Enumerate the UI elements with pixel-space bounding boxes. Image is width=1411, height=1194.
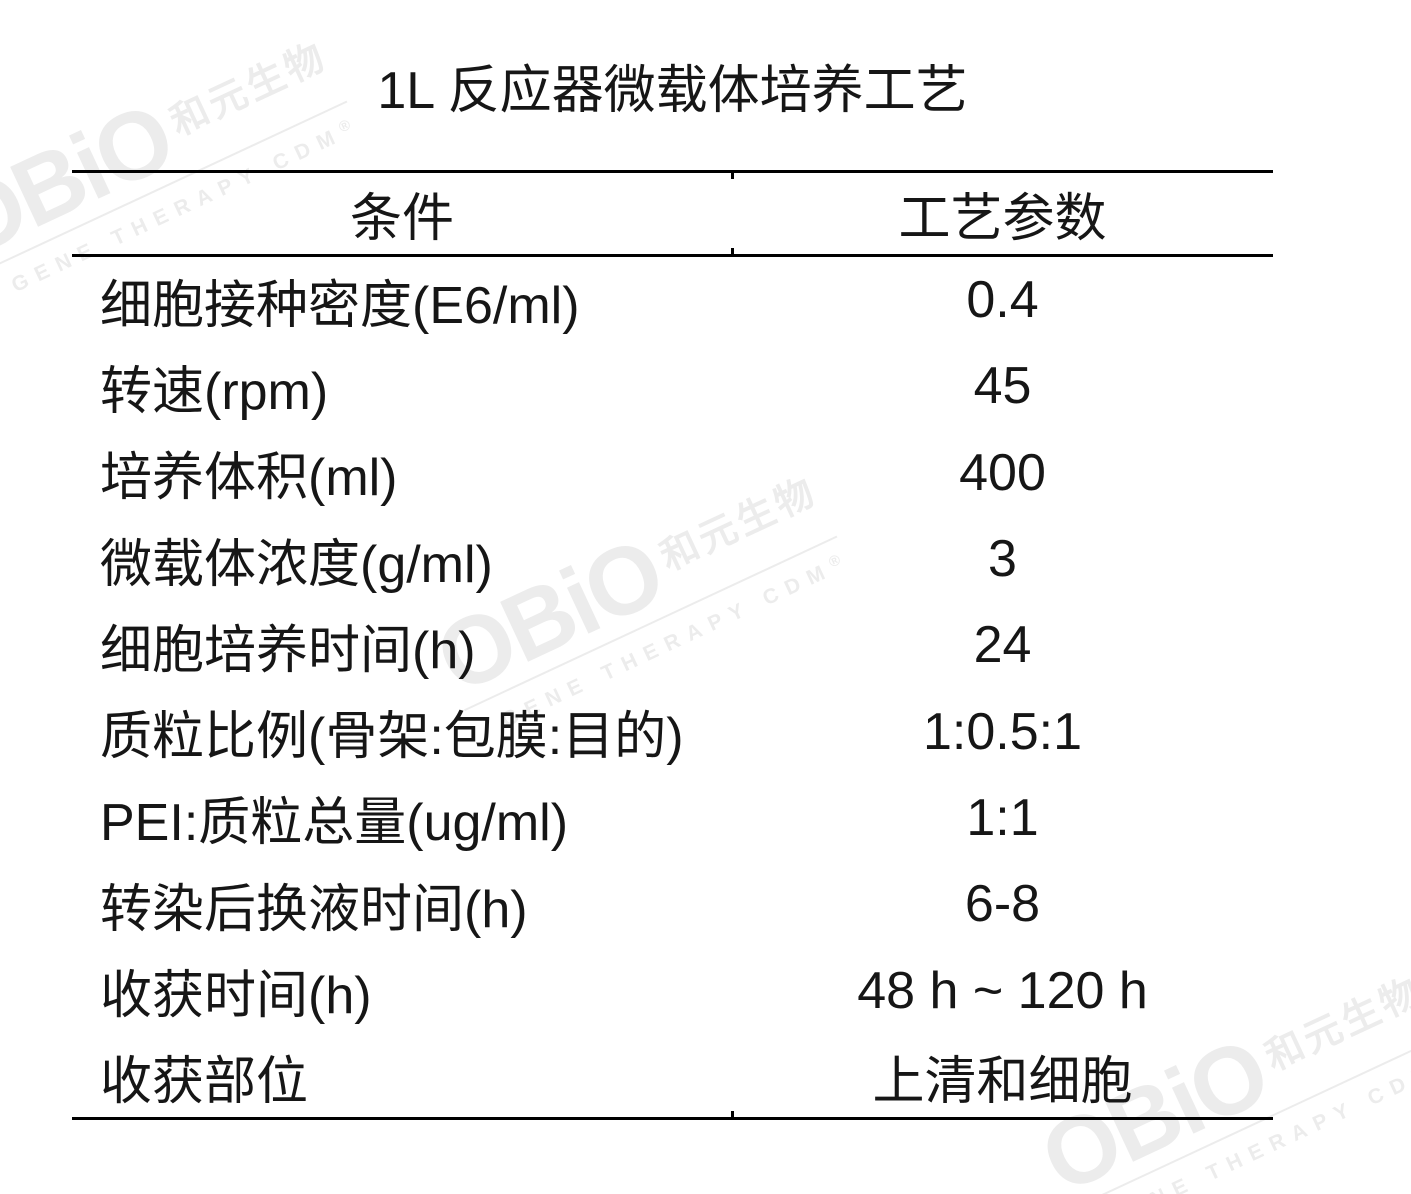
value-cell: 3 [988, 530, 1017, 589]
condition-cell: 转速(rpm) [100, 362, 329, 421]
column-divider-tick [731, 1111, 734, 1117]
table-row: 收获时间(h) 48 h ~ 120 h [72, 947, 1273, 1033]
obio-logo-chinese: 和元生物 [1259, 970, 1411, 1080]
value-cell: 1:0.5:1 [922, 702, 1083, 761]
header-condition: 条件 [349, 190, 454, 248]
value-cell: 上清和细胞 [872, 1053, 1133, 1112]
table-row: 质粒比例(骨架:包膜:目的) 1:0.5:1 [72, 688, 1273, 774]
value-cell: 400 [959, 443, 1046, 502]
table-row: PEI:质粒总量(ug/ml) 1:1 [72, 775, 1273, 861]
condition-cell: 培养体积(ml) [100, 449, 398, 508]
value-cell: 0.4 [966, 271, 1039, 330]
page-title: 1L 反应器微载体培养工艺 [377, 62, 968, 120]
table-bottom-rule [72, 1117, 1273, 1120]
column-divider-tick [731, 173, 734, 179]
table-row: 细胞接种密度(E6/ml) 0.4 [72, 257, 1273, 343]
condition-cell: 收获部位 [100, 1053, 309, 1112]
value-cell: 48 h ~ 120 h [857, 961, 1148, 1020]
value-cell: 1:1 [966, 788, 1039, 847]
table-row: 培养体积(ml) 400 [72, 430, 1273, 516]
condition-cell: 细胞接种密度(E6/ml) [100, 276, 580, 335]
value-cell: 45 [973, 357, 1032, 416]
value-cell: 24 [973, 616, 1032, 675]
column-divider-tick [731, 248, 734, 254]
value-cell: 6-8 [964, 875, 1041, 934]
table-row: 细胞培养时间(h) 24 [72, 602, 1273, 688]
process-table: 1L 反应器微载体培养工艺 条件 工艺参数 细胞接种密度(E6/ml) 0.4 … [72, 0, 1273, 1194]
header-parameter: 工艺参数 [898, 190, 1107, 248]
table-row: 转染后换液时间(h) 6-8 [72, 861, 1273, 947]
condition-cell: 收获时间(h) [100, 967, 372, 1026]
condition-cell: 质粒比例(骨架:包膜:目的) [100, 708, 684, 767]
table-body: 细胞接种密度(E6/ml) 0.4 转速(rpm) 45 培养体积(ml) 40… [72, 257, 1273, 1120]
condition-cell: 细胞培养时间(h) [100, 621, 476, 680]
condition-cell: 微载体浓度(g/ml) [100, 535, 493, 594]
condition-cell: PEI:质粒总量(ug/ml) [100, 794, 569, 853]
table-row: 转速(rpm) 45 [72, 343, 1273, 429]
table-row: 微载体浓度(g/ml) 3 [72, 516, 1273, 602]
table-header-row: 条件 工艺参数 [72, 170, 1273, 257]
table-row: 收获部位 上清和细胞 [72, 1034, 1273, 1120]
condition-cell: 转染后换液时间(h) [100, 880, 528, 939]
